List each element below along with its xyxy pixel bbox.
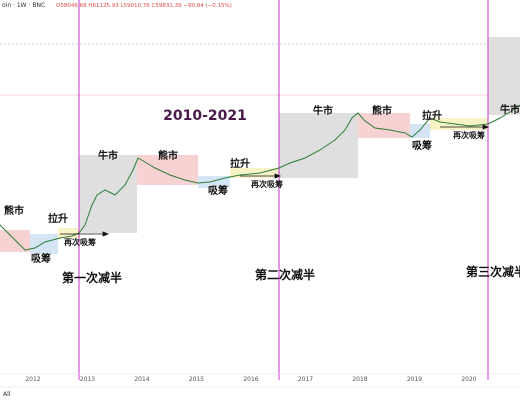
x-tick-label: 2018 [352, 376, 367, 383]
pump-zone [58, 228, 80, 238]
price-line [0, 104, 520, 251]
x-tick-label: 2020 [461, 376, 476, 383]
bear-zone [358, 113, 410, 138]
label: 牛市 [500, 103, 520, 116]
zones [0, 37, 520, 254]
x-axis: 2012 2013 2014 2015 2016 2017 2018 2019 2020 [25, 376, 476, 383]
x-tick-label: 2017 [298, 376, 313, 383]
arrowhead [274, 173, 282, 179]
arrowhead [482, 124, 490, 130]
label: 熊市 [158, 149, 178, 162]
x-tick-label: 2015 [189, 376, 204, 383]
arrowhead [102, 231, 110, 237]
label: 吸筹 [31, 252, 51, 265]
label: 吸筹 [412, 139, 432, 152]
x-tick-label: 2016 [243, 376, 258, 383]
halving-label: 第一次减半 [62, 270, 122, 285]
label: 牛市 [98, 149, 118, 162]
label: 拉升 [230, 157, 250, 170]
accumulation-zone [30, 234, 58, 254]
x-tick-label: 2014 [134, 376, 149, 383]
bear-zone [137, 155, 198, 185]
label: 熊市 [4, 204, 24, 217]
label: 再次吸筹 [453, 130, 485, 140]
label: 再次吸筹 [64, 237, 96, 247]
bull-zone [279, 113, 358, 178]
x-tick-label: 2013 [80, 376, 95, 383]
ohlc: O58046.68 H61125.93 L59010.76 C59831.39 … [56, 3, 232, 9]
label: 牛市 [313, 104, 333, 117]
halving-label: 第三次减半 [466, 264, 520, 279]
label: 拉升 [48, 212, 68, 225]
x-tick-label: 2019 [407, 376, 422, 383]
label: 吸筹 [208, 184, 228, 197]
range-button[interactable]: All [3, 391, 11, 398]
bull-zone [488, 37, 520, 115]
x-tick-label: 2012 [25, 376, 40, 383]
symbol: oin · 1W · BNC [2, 2, 45, 9]
bull-zone [79, 155, 137, 233]
label: 熊市 [372, 104, 392, 117]
label: 拉升 [422, 109, 442, 122]
title: 2010-2021 [163, 108, 247, 124]
arrows [60, 124, 490, 237]
halving-label: 第二次减半 [255, 267, 315, 282]
label: 再次吸筹 [251, 179, 283, 189]
bear-zone [0, 230, 30, 252]
